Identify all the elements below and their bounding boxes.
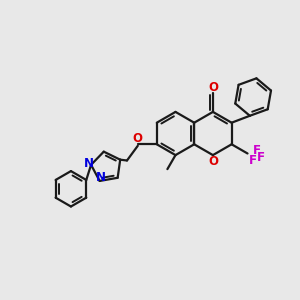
Text: O: O <box>208 81 218 94</box>
Text: O: O <box>132 132 142 146</box>
Text: F: F <box>253 144 260 157</box>
Text: F: F <box>257 151 265 164</box>
Text: N: N <box>96 171 106 184</box>
Text: N: N <box>84 157 94 170</box>
Text: F: F <box>249 154 257 166</box>
Text: O: O <box>208 155 218 168</box>
